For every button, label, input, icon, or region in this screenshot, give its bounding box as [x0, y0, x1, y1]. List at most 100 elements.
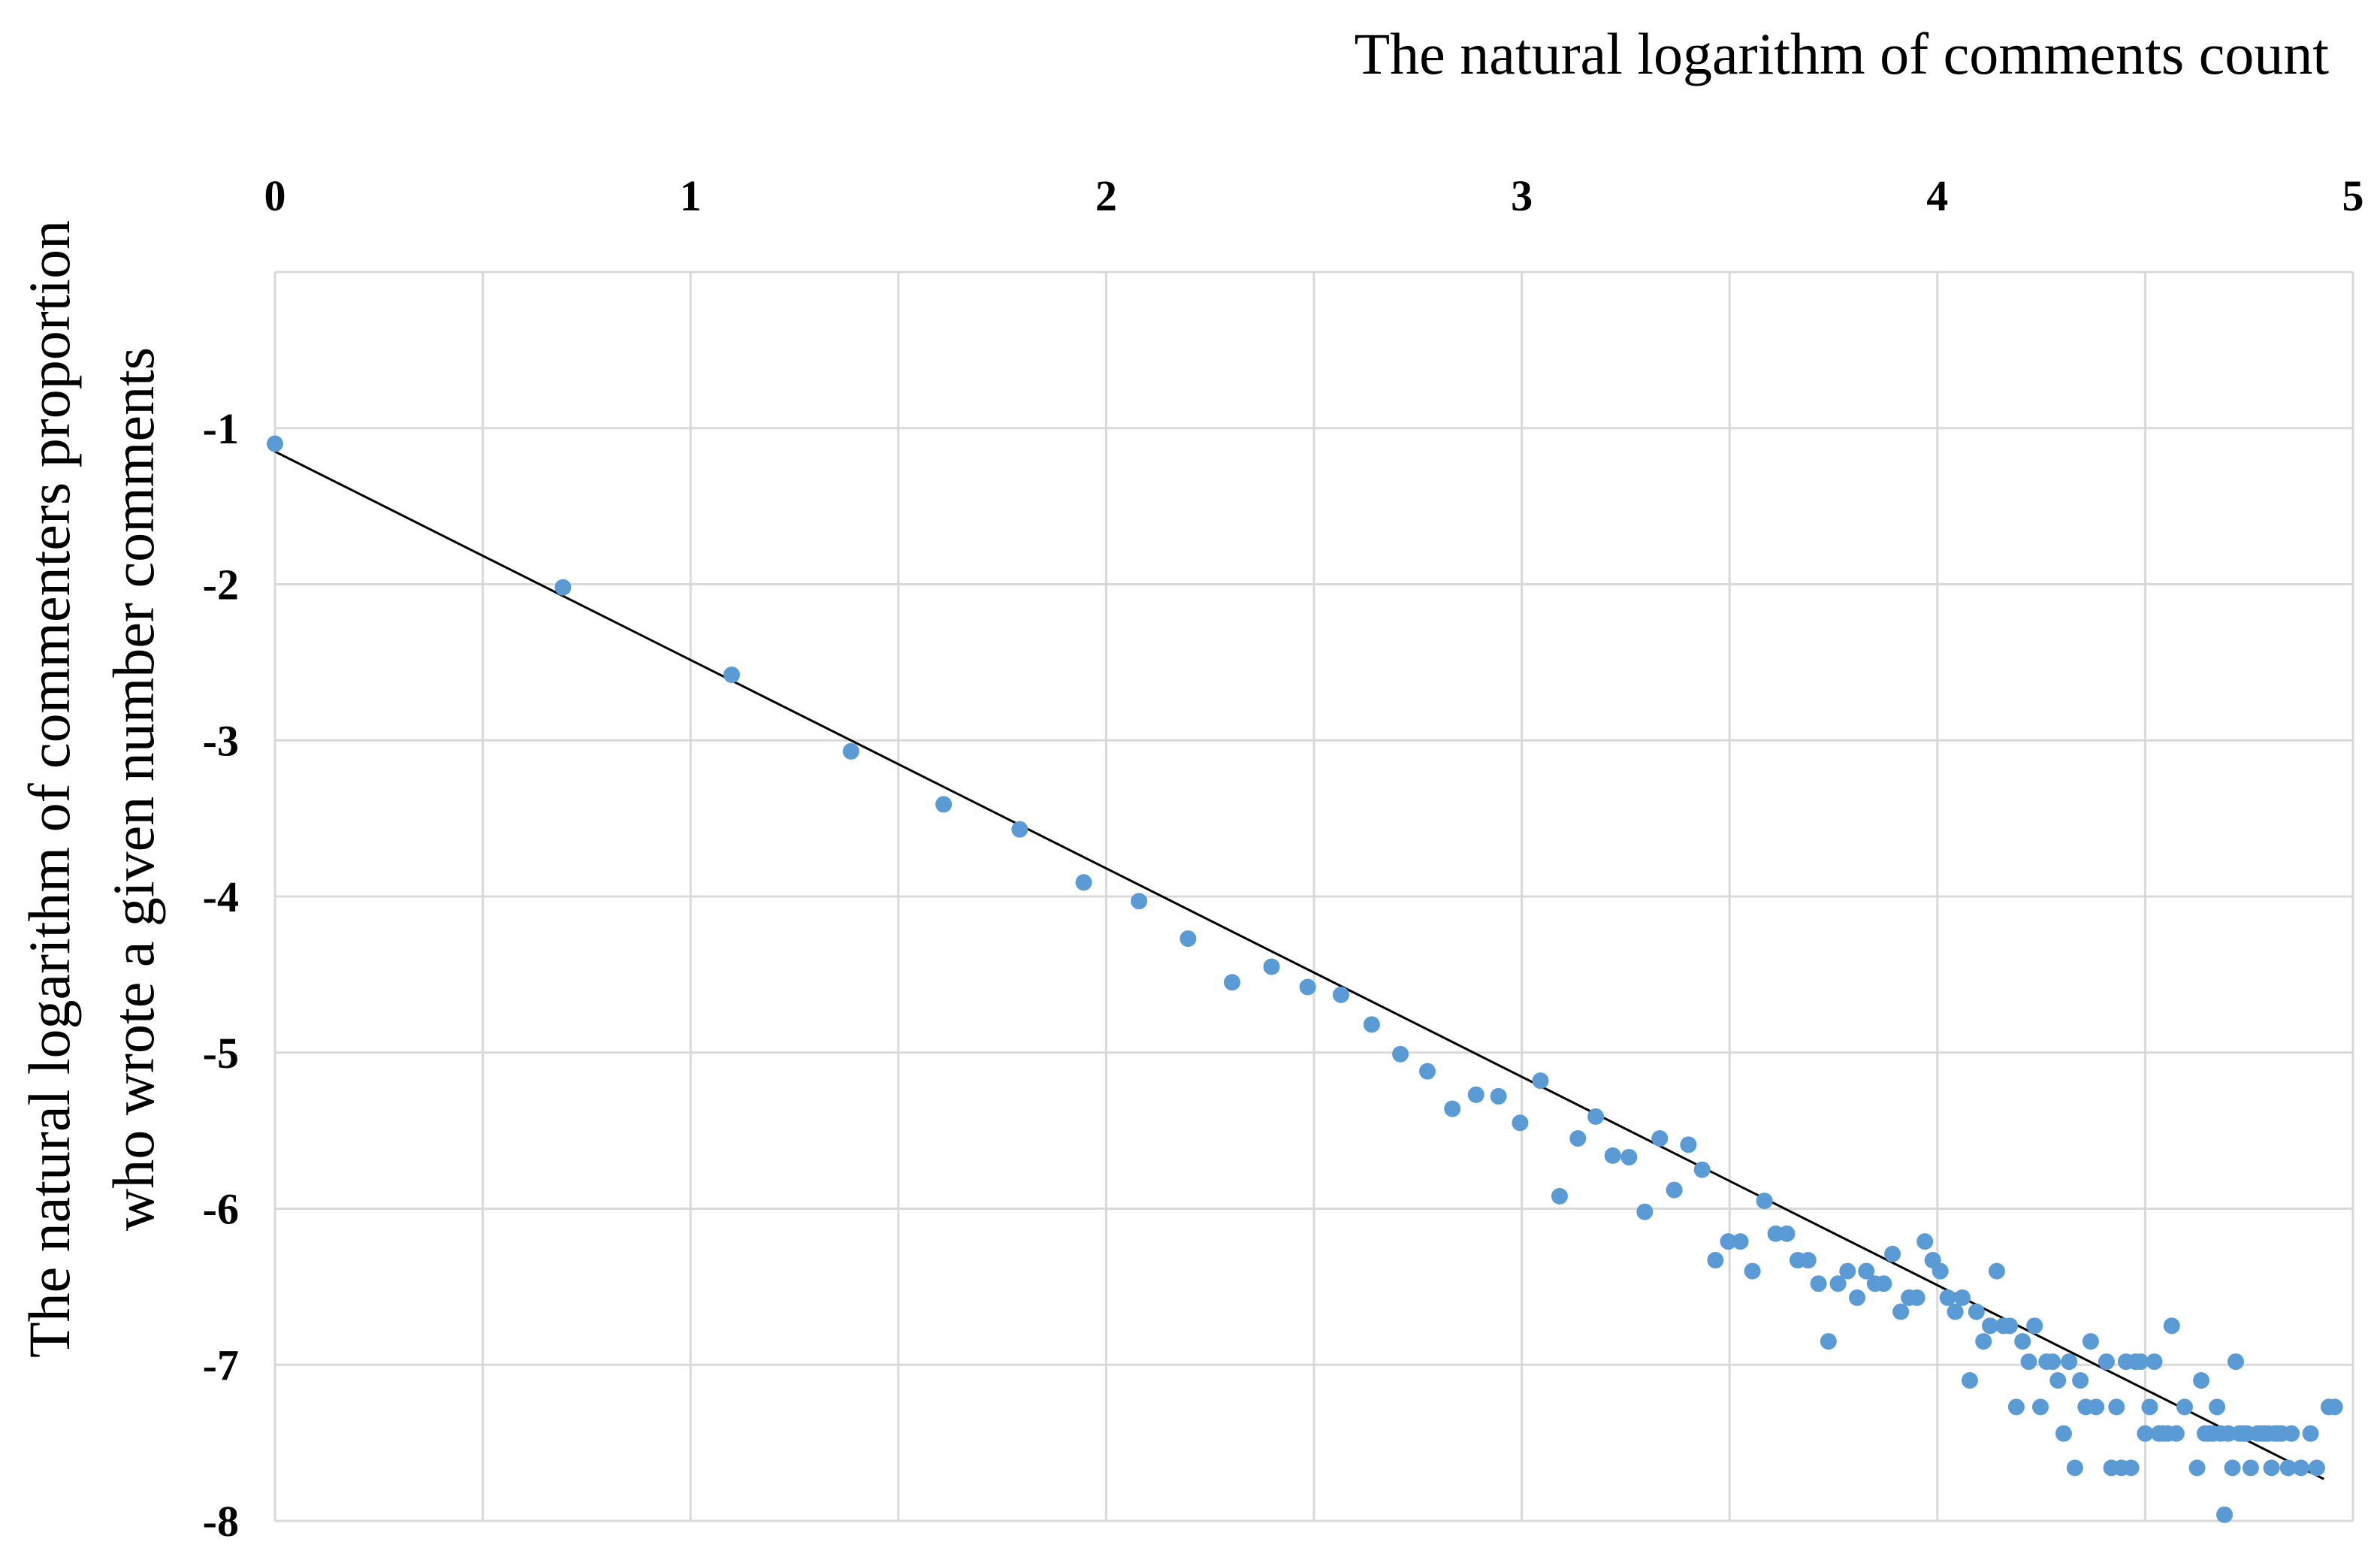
- data-point: [1075, 874, 1092, 891]
- data-point: [1419, 1063, 1436, 1080]
- data-point: [2224, 1459, 2241, 1477]
- data-point: [2216, 1506, 2234, 1523]
- data-point: [1884, 1245, 1901, 1262]
- data-point: [1299, 978, 1316, 996]
- x-tick-label: 2: [1095, 171, 1117, 220]
- data-points: [267, 435, 2343, 1523]
- data-point: [1512, 1114, 1529, 1132]
- data-point: [935, 796, 953, 813]
- data-point: [267, 435, 283, 452]
- data-point: [1604, 1147, 1621, 1164]
- grid-lines: [273, 271, 2354, 1522]
- data-point: [2132, 1353, 2149, 1371]
- y-axis-title-line-1: The natural logarithm of commenters prop…: [17, 220, 82, 1358]
- data-point: [2292, 1459, 2309, 1477]
- data-point: [1587, 1108, 1605, 1125]
- data-point: [1968, 1303, 1985, 1320]
- y-tick-label: -3: [203, 716, 239, 765]
- data-point: [2163, 1317, 2180, 1335]
- data-point: [1744, 1262, 1761, 1280]
- data-point: [1651, 1130, 1669, 1147]
- x-tick-label: 0: [264, 171, 286, 220]
- data-point: [1693, 1161, 1711, 1178]
- data-point: [2049, 1372, 2067, 1389]
- x-tick-label: 5: [2342, 171, 2364, 220]
- data-point: [1858, 1262, 1875, 1280]
- data-point: [1988, 1262, 2005, 1280]
- data-point: [1707, 1252, 1724, 1269]
- data-point: [2026, 1317, 2043, 1335]
- data-point: [2108, 1398, 2125, 1416]
- data-point: [1620, 1148, 1638, 1165]
- data-point: [1467, 1086, 1484, 1103]
- data-point: [1732, 1233, 1749, 1250]
- tick-labels: 0 1 2 3 4 5 -1 -2 -3 -4 -5 -6 -7 -8: [203, 171, 2364, 1546]
- data-point: [2055, 1425, 2072, 1442]
- data-point: [2188, 1459, 2206, 1477]
- data-point: [723, 666, 740, 683]
- y-axis-title-line-2: who wrote a given number comments: [101, 347, 166, 1231]
- data-point: [1908, 1289, 1925, 1306]
- data-point: [1666, 1181, 1683, 1199]
- y-tick-label: -8: [203, 1497, 239, 1546]
- data-point: [2263, 1459, 2280, 1477]
- data-point: [1829, 1275, 1847, 1292]
- data-point: [2227, 1353, 2244, 1371]
- data-point: [1179, 930, 1197, 948]
- data-point: [554, 579, 572, 596]
- data-point: [1720, 1233, 1737, 1250]
- data-point: [1011, 821, 1028, 838]
- data-point: [2167, 1425, 2185, 1442]
- data-point: [2193, 1372, 2210, 1389]
- data-point: [2072, 1372, 2089, 1389]
- data-point: [1332, 986, 1349, 1003]
- data-point: [1636, 1203, 1654, 1220]
- data-point: [1532, 1072, 1549, 1090]
- data-point: [1778, 1225, 1796, 1242]
- data-point: [1131, 893, 1148, 910]
- data-point: [1975, 1333, 1992, 1350]
- data-point: [1947, 1303, 1964, 1320]
- data-point: [1799, 1252, 1817, 1269]
- data-point: [1490, 1087, 1507, 1105]
- data-point: [2098, 1353, 2115, 1371]
- data-point: [1363, 1016, 1380, 1033]
- x-tick-label: 4: [1926, 171, 1948, 220]
- data-point: [1263, 958, 1280, 975]
- data-point: [2146, 1353, 2163, 1371]
- y-tick-label: -2: [203, 561, 239, 609]
- data-point: [842, 742, 859, 760]
- data-point: [1982, 1317, 1999, 1335]
- y-tick-label: -7: [203, 1341, 239, 1389]
- data-point: [2014, 1333, 2031, 1350]
- data-point: [2137, 1425, 2154, 1442]
- data-point: [1931, 1262, 1949, 1280]
- data-point: [1916, 1233, 1934, 1250]
- data-point: [1810, 1275, 1827, 1292]
- y-axis-title: The natural logarithm of commenters prop…: [17, 220, 166, 1358]
- data-point: [1939, 1289, 1956, 1306]
- data-point: [2001, 1317, 2019, 1335]
- data-point: [1680, 1136, 1697, 1153]
- y-tick-label: -6: [203, 1185, 239, 1234]
- data-point: [2020, 1353, 2037, 1371]
- data-point: [1820, 1333, 1837, 1350]
- data-point: [2031, 1398, 2049, 1416]
- data-point: [2283, 1425, 2300, 1442]
- data-point: [2007, 1398, 2025, 1416]
- data-point: [1224, 974, 1241, 991]
- x-tick-label: 1: [680, 171, 702, 220]
- data-point: [1756, 1193, 1773, 1210]
- data-point: [2122, 1459, 2140, 1477]
- data-point: [2308, 1459, 2325, 1477]
- data-point: [2141, 1398, 2158, 1416]
- data-point: [1839, 1262, 1856, 1280]
- data-point: [2066, 1459, 2083, 1477]
- y-tick-label: -5: [203, 1029, 239, 1078]
- x-tick-label: 3: [1511, 171, 1533, 220]
- data-point: [1551, 1187, 1568, 1205]
- data-point: [1569, 1130, 1587, 1147]
- data-point: [2044, 1353, 2061, 1371]
- data-point: [2326, 1398, 2343, 1416]
